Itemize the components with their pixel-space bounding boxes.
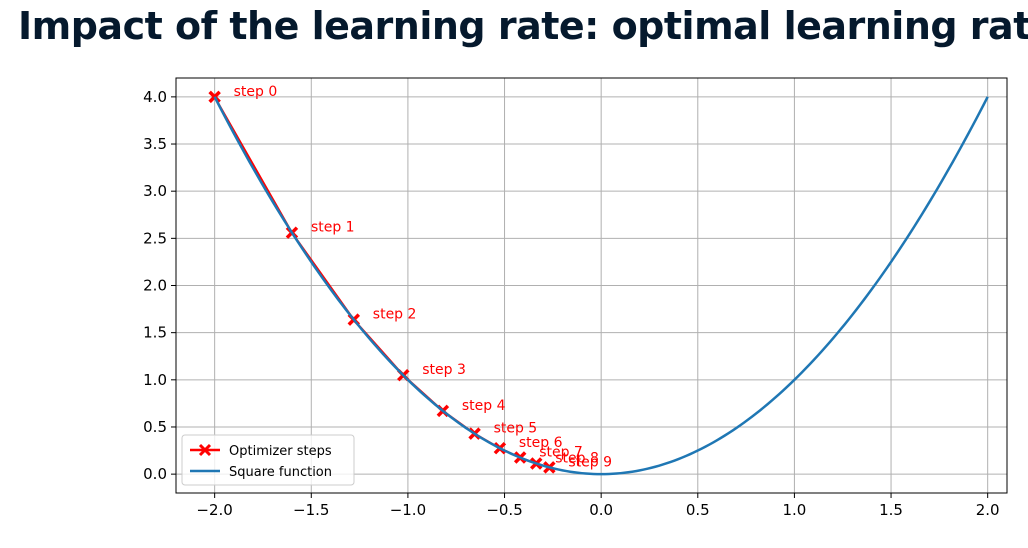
x-tick-label: −1.0 <box>390 501 426 519</box>
x-tick-label: 1.0 <box>782 501 806 519</box>
legend-steps-marker <box>198 443 212 457</box>
slide-title: Impact of the learning rate: optimal lea… <box>18 4 1028 48</box>
x-tick-label: −0.5 <box>486 501 522 519</box>
x-tick-label: 2.0 <box>976 501 1000 519</box>
y-tick-label: 3.5 <box>143 135 167 153</box>
step-label: step 6 <box>519 435 563 451</box>
x-tick-label: 1.5 <box>879 501 903 519</box>
grid <box>176 78 1007 493</box>
y-tick-label: 3.0 <box>143 182 167 200</box>
step-label: step 1 <box>311 220 355 236</box>
x-axis: −2.0 −1.5 −1.0 −0.5 0.0 0.5 1.0 1.5 2.0 <box>196 493 1000 519</box>
step-label: step 4 <box>462 398 506 414</box>
x-tick-label: 0.5 <box>686 501 710 519</box>
y-tick-label: 4.0 <box>143 88 167 106</box>
y-tick-label: 2.5 <box>143 229 167 247</box>
y-tick-label: 2.0 <box>143 277 167 295</box>
y-tick-label: 0.0 <box>143 465 167 483</box>
step-label: step 8 <box>555 450 599 466</box>
step-label: step 0 <box>234 84 278 100</box>
x-tick-label: −2.0 <box>196 501 232 519</box>
step-label: step 5 <box>494 421 538 437</box>
y-tick-label: 1.5 <box>143 324 167 342</box>
y-axis: 0.0 0.5 1.0 1.5 2.0 2.5 3.0 3.5 4.0 <box>143 88 176 483</box>
step-label: step 9 <box>568 454 612 470</box>
x-tick-label: −1.5 <box>293 501 329 519</box>
step-label: step 2 <box>373 307 417 323</box>
legend-steps-label: Optimizer steps <box>229 444 332 459</box>
y-tick-label: 1.0 <box>143 371 167 389</box>
x-tick-label: 0.0 <box>589 501 613 519</box>
legend-box <box>181 434 355 486</box>
square-function-series <box>213 96 989 476</box>
plot-frame <box>175 77 1008 494</box>
step-label: step 3 <box>422 362 466 378</box>
y-tick-label: 0.5 <box>143 418 167 436</box>
step-label: step 7 <box>539 445 583 461</box>
legend: Optimizer steps Square function <box>181 434 355 486</box>
legend-square-label: Square function <box>229 465 332 480</box>
square-function-line <box>213 96 989 476</box>
